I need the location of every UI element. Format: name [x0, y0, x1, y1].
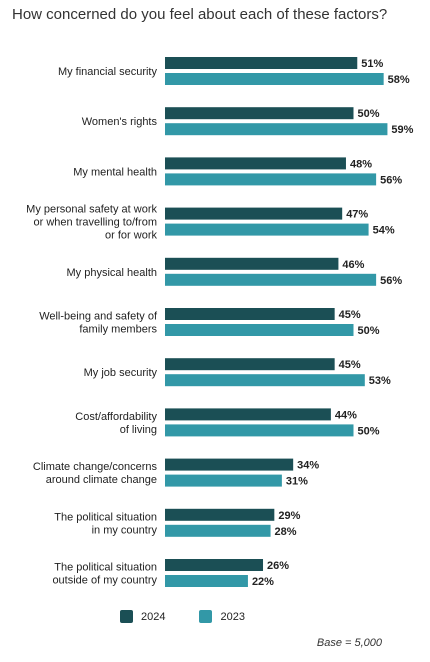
bar-2024	[165, 57, 358, 69]
bar-2023	[165, 324, 354, 336]
bar-2024	[165, 508, 275, 521]
value-label-2024: 51%	[361, 58, 383, 70]
value-label-2024: 50%	[358, 108, 380, 120]
value-label-2024: 45%	[339, 309, 361, 321]
value-label-2024: 34%	[297, 460, 319, 472]
bar-2024	[165, 257, 339, 270]
value-label-2023: 28%	[275, 526, 297, 538]
bar-2024	[165, 559, 264, 571]
category-label: My financial security	[58, 66, 158, 78]
bar-2023	[165, 273, 377, 286]
value-label-2023: 58%	[388, 74, 410, 86]
value-label-2023: 22%	[252, 576, 274, 588]
bar-2024	[165, 207, 343, 220]
value-label-2023: 50%	[358, 425, 380, 437]
value-label-2024: 48%	[350, 158, 372, 170]
legend-label-2023: 2023	[220, 610, 245, 623]
value-label-2023: 53%	[369, 375, 391, 387]
legend-swatch-2024	[120, 610, 133, 623]
bar-2023	[165, 123, 388, 136]
value-label-2024: 45%	[339, 359, 361, 371]
bar-2023	[165, 575, 248, 587]
bar-chart: My financial security 51% 58% Women's right…	[26, 57, 414, 588]
legend-item-2024: 2024	[120, 610, 165, 623]
bar-2024	[165, 308, 335, 320]
base-note: Base = 5,000	[316, 637, 382, 649]
bar-2024	[165, 458, 294, 471]
value-label-2023: 31%	[286, 476, 308, 488]
value-label-2024: 26%	[267, 560, 289, 572]
value-label-2023: 56%	[380, 174, 402, 186]
value-label-2024: 29%	[278, 510, 300, 522]
category-label: Climate change/concerns around climate ch…	[33, 461, 158, 486]
category-label: My personal safety at work or when travel…	[26, 204, 157, 242]
bar-2023	[165, 73, 384, 85]
category-label: My mental health	[73, 166, 157, 178]
category-label: The political situation outside of my cou…	[52, 562, 157, 587]
bar-2024	[165, 408, 331, 421]
category-label: Women's rights	[82, 116, 158, 128]
legend-swatch-2023	[199, 610, 213, 623]
value-label-2024: 46%	[342, 259, 364, 271]
category-label: My physical health	[67, 267, 158, 279]
category-label: Well-being and safety of family members	[39, 311, 158, 336]
bar-2024	[165, 157, 346, 170]
value-label-2024: 47%	[346, 209, 368, 221]
chart-title: How concerned do you feel about each of …	[12, 6, 388, 23]
bar-2023	[165, 173, 377, 186]
value-label-2024: 44%	[335, 409, 357, 421]
bar-2023	[165, 524, 271, 537]
bar-2023	[165, 374, 365, 387]
value-label-2023: 54%	[373, 225, 395, 237]
legend: 2024 2023	[120, 610, 279, 623]
legend-item-2023: 2023	[199, 610, 245, 623]
bar-2023	[165, 223, 369, 236]
value-label-2023: 59%	[391, 124, 413, 136]
value-label-2023: 56%	[380, 275, 402, 287]
bar-2024	[165, 358, 335, 371]
legend-label-2024: 2024	[141, 610, 166, 623]
category-label: Cost/affordability of living	[75, 411, 157, 436]
bar-2023	[165, 474, 282, 487]
bar-2023	[165, 424, 354, 437]
category-label: The political situation in my country	[54, 511, 157, 536]
value-label-2023: 50%	[358, 325, 380, 337]
bar-2024	[165, 107, 354, 120]
category-label: My job security	[84, 367, 158, 379]
